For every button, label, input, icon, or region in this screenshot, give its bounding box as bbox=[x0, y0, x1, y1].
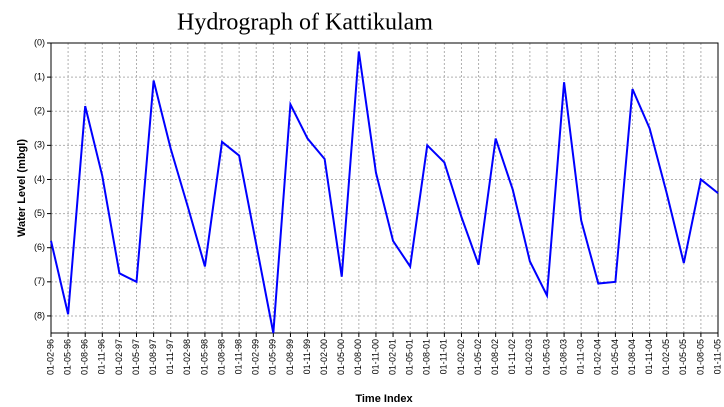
x-axis-label: Time Index bbox=[355, 393, 413, 405]
x-tick-label: 01-11-04 bbox=[644, 339, 654, 374]
x-tick-label: 01-08-00 bbox=[353, 339, 363, 375]
x-tick-label: 01-05-02 bbox=[473, 339, 483, 375]
x-tick-label: 01-02-99 bbox=[251, 339, 261, 375]
y-tick-label: (7) bbox=[34, 276, 45, 286]
x-tick-label: 01-08-02 bbox=[490, 339, 500, 375]
x-tick-label: 01-11-03 bbox=[576, 339, 586, 374]
x-tick-label: 01-11-97 bbox=[165, 339, 175, 374]
x-tick-label: 01-05-97 bbox=[131, 339, 141, 375]
x-tick-label: 01-05-00 bbox=[336, 339, 346, 375]
x-tick-label: 01-05-01 bbox=[405, 339, 415, 375]
y-tick-label: (1) bbox=[34, 71, 45, 81]
y-tick-label: (4) bbox=[34, 174, 45, 184]
chart-title: Hydrograph of Kattikulam bbox=[177, 10, 433, 36]
x-tick-label: 01-05-99 bbox=[268, 339, 278, 375]
x-tick-label: 01-11-98 bbox=[234, 339, 244, 374]
x-tick-label: 01-11-01 bbox=[439, 339, 449, 374]
x-tick-label: 01-02-05 bbox=[661, 339, 671, 375]
x-tick-label: 01-11-02 bbox=[507, 339, 517, 374]
x-tick-label: 01-02-00 bbox=[319, 339, 329, 375]
x-tick-label: 01-05-04 bbox=[610, 339, 620, 375]
y-tick-label: (6) bbox=[34, 242, 45, 252]
x-tick-label: 01-11-96 bbox=[97, 339, 107, 374]
x-tick-label: 01-08-99 bbox=[285, 339, 295, 375]
x-tick-label: 01-02-02 bbox=[456, 339, 466, 375]
x-tick-label: 01-11-00 bbox=[370, 339, 380, 374]
y-tick-label: (5) bbox=[34, 208, 45, 218]
x-tick-label: 01-02-97 bbox=[114, 339, 124, 375]
x-tick-label: 01-08-05 bbox=[695, 339, 705, 375]
x-tick-label: 01-08-04 bbox=[627, 339, 637, 375]
x-tick-label: 01-02-04 bbox=[593, 339, 603, 375]
x-tick-label: 01-02-01 bbox=[387, 339, 397, 375]
y-tick-label: (3) bbox=[34, 140, 45, 150]
x-tick-label: 01-08-01 bbox=[422, 339, 432, 375]
x-tick-label: 01-02-98 bbox=[182, 339, 192, 375]
x-tick-label: 01-08-96 bbox=[80, 339, 90, 375]
data-line bbox=[50, 51, 719, 334]
plot-frame bbox=[50, 42, 719, 334]
x-tick-label: 01-05-98 bbox=[199, 339, 209, 375]
y-axis-label: Water Level (mbgl) bbox=[16, 139, 28, 237]
x-tick-label: 01-11-99 bbox=[302, 339, 312, 374]
y-tick-label: (8) bbox=[34, 310, 45, 320]
x-tick-label: 01-05-96 bbox=[62, 339, 72, 375]
x-tick-label: 01-05-03 bbox=[541, 339, 551, 375]
x-tick-label: 01-08-98 bbox=[216, 339, 226, 375]
y-tick-label: (0) bbox=[34, 37, 45, 47]
x-tick-label: 01-05-05 bbox=[678, 339, 688, 375]
x-tick-label: 01-11-05 bbox=[712, 339, 722, 374]
x-tick-label: 01-02-96 bbox=[45, 339, 55, 375]
x-tick-label: 01-08-03 bbox=[558, 339, 568, 375]
x-tick-label: 01-08-97 bbox=[148, 339, 158, 375]
y-tick-label: (2) bbox=[34, 106, 45, 116]
x-tick-label: 01-02-03 bbox=[524, 339, 534, 375]
